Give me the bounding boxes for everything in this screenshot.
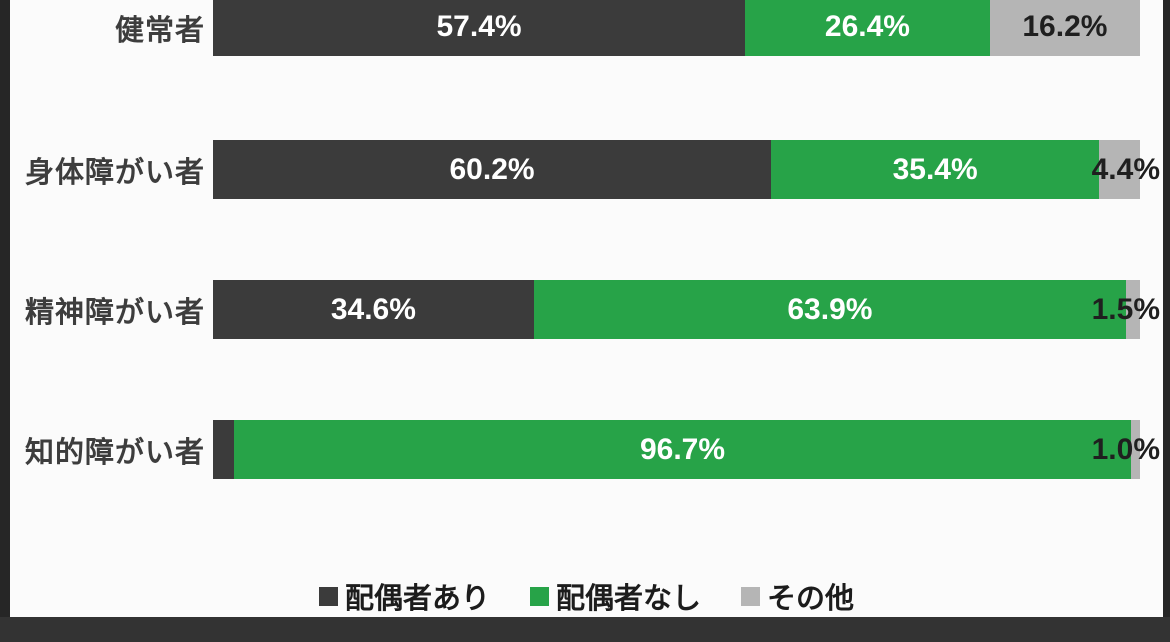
segment-value-label: 96.7% [639, 432, 726, 466]
legend-swatch-icon [741, 586, 760, 606]
bar-segment-no-spouse: 26.4% [745, 0, 990, 56]
stacked-bar: 34.6% 63.9% 1.5% [213, 280, 1160, 339]
segment-value-label: 34.6% [330, 292, 416, 326]
segment-value-label: 16.2% [1022, 9, 1108, 43]
legend-item: 配偶者あり [318, 575, 490, 617]
segment-value-label: 63.9% [787, 292, 873, 326]
legend-label: その他 [767, 583, 855, 615]
bar-segment-spouse: 60.2% [213, 140, 772, 199]
stacked-bar: 2.3%96.7%1.0% [213, 420, 1160, 479]
legend-item: その他 [741, 575, 854, 617]
bar-segment-spouse: 57.4% [213, 0, 746, 56]
category-label: 身体障がい者 [24, 156, 205, 189]
bar-segment-no-spouse: 96.7% [234, 420, 1131, 479]
bar-segment-no-spouse: 63.9% [533, 280, 1127, 339]
segment-value-label: 35.4% [892, 152, 978, 186]
legend-label: 配偶者なし [555, 583, 701, 615]
category-label: 知的障がい者 [24, 436, 205, 469]
segment-value-label: 26.4% [824, 9, 910, 43]
segment-value-label: 4.4% [1091, 152, 1160, 186]
bar-segment-no-spouse: 35.4% [771, 140, 1100, 199]
letterbox-right [1163, 0, 1170, 642]
stacked-bar: 60.2% 35.4% 4.4% [213, 140, 1160, 199]
segment-value-label: 57.4% [436, 9, 522, 43]
category-label: 精神障がい者 [24, 296, 205, 329]
bar-segment-other [1099, 140, 1140, 199]
bar-segment-other [1126, 280, 1140, 339]
stacked-bar: 57.4% 26.4% 16.2% [213, 0, 1140, 56]
bar-segment-other [1130, 420, 1140, 479]
letterbox-left [0, 0, 10, 642]
segment-value-label: 60.2% [449, 152, 535, 186]
letterbox-bottom [0, 617, 1170, 642]
bar-segment-other: 16.2% [989, 0, 1140, 56]
legend-swatch-icon [318, 586, 338, 606]
legend-swatch-icon [529, 586, 549, 606]
segment-value-label: 1.5% [1091, 292, 1160, 326]
chart-legend: 配偶者あり 配偶者なし その他 [10, 575, 1163, 617]
legend-item: 配偶者なし [529, 575, 701, 617]
category-label: 健常者 [114, 15, 205, 47]
bar-segment-spouse: 34.6% [213, 280, 534, 339]
segment-value-label: 1.0% [1091, 432, 1160, 466]
bar-segment-spouse [213, 420, 235, 479]
legend-label: 配偶者あり [344, 583, 490, 615]
